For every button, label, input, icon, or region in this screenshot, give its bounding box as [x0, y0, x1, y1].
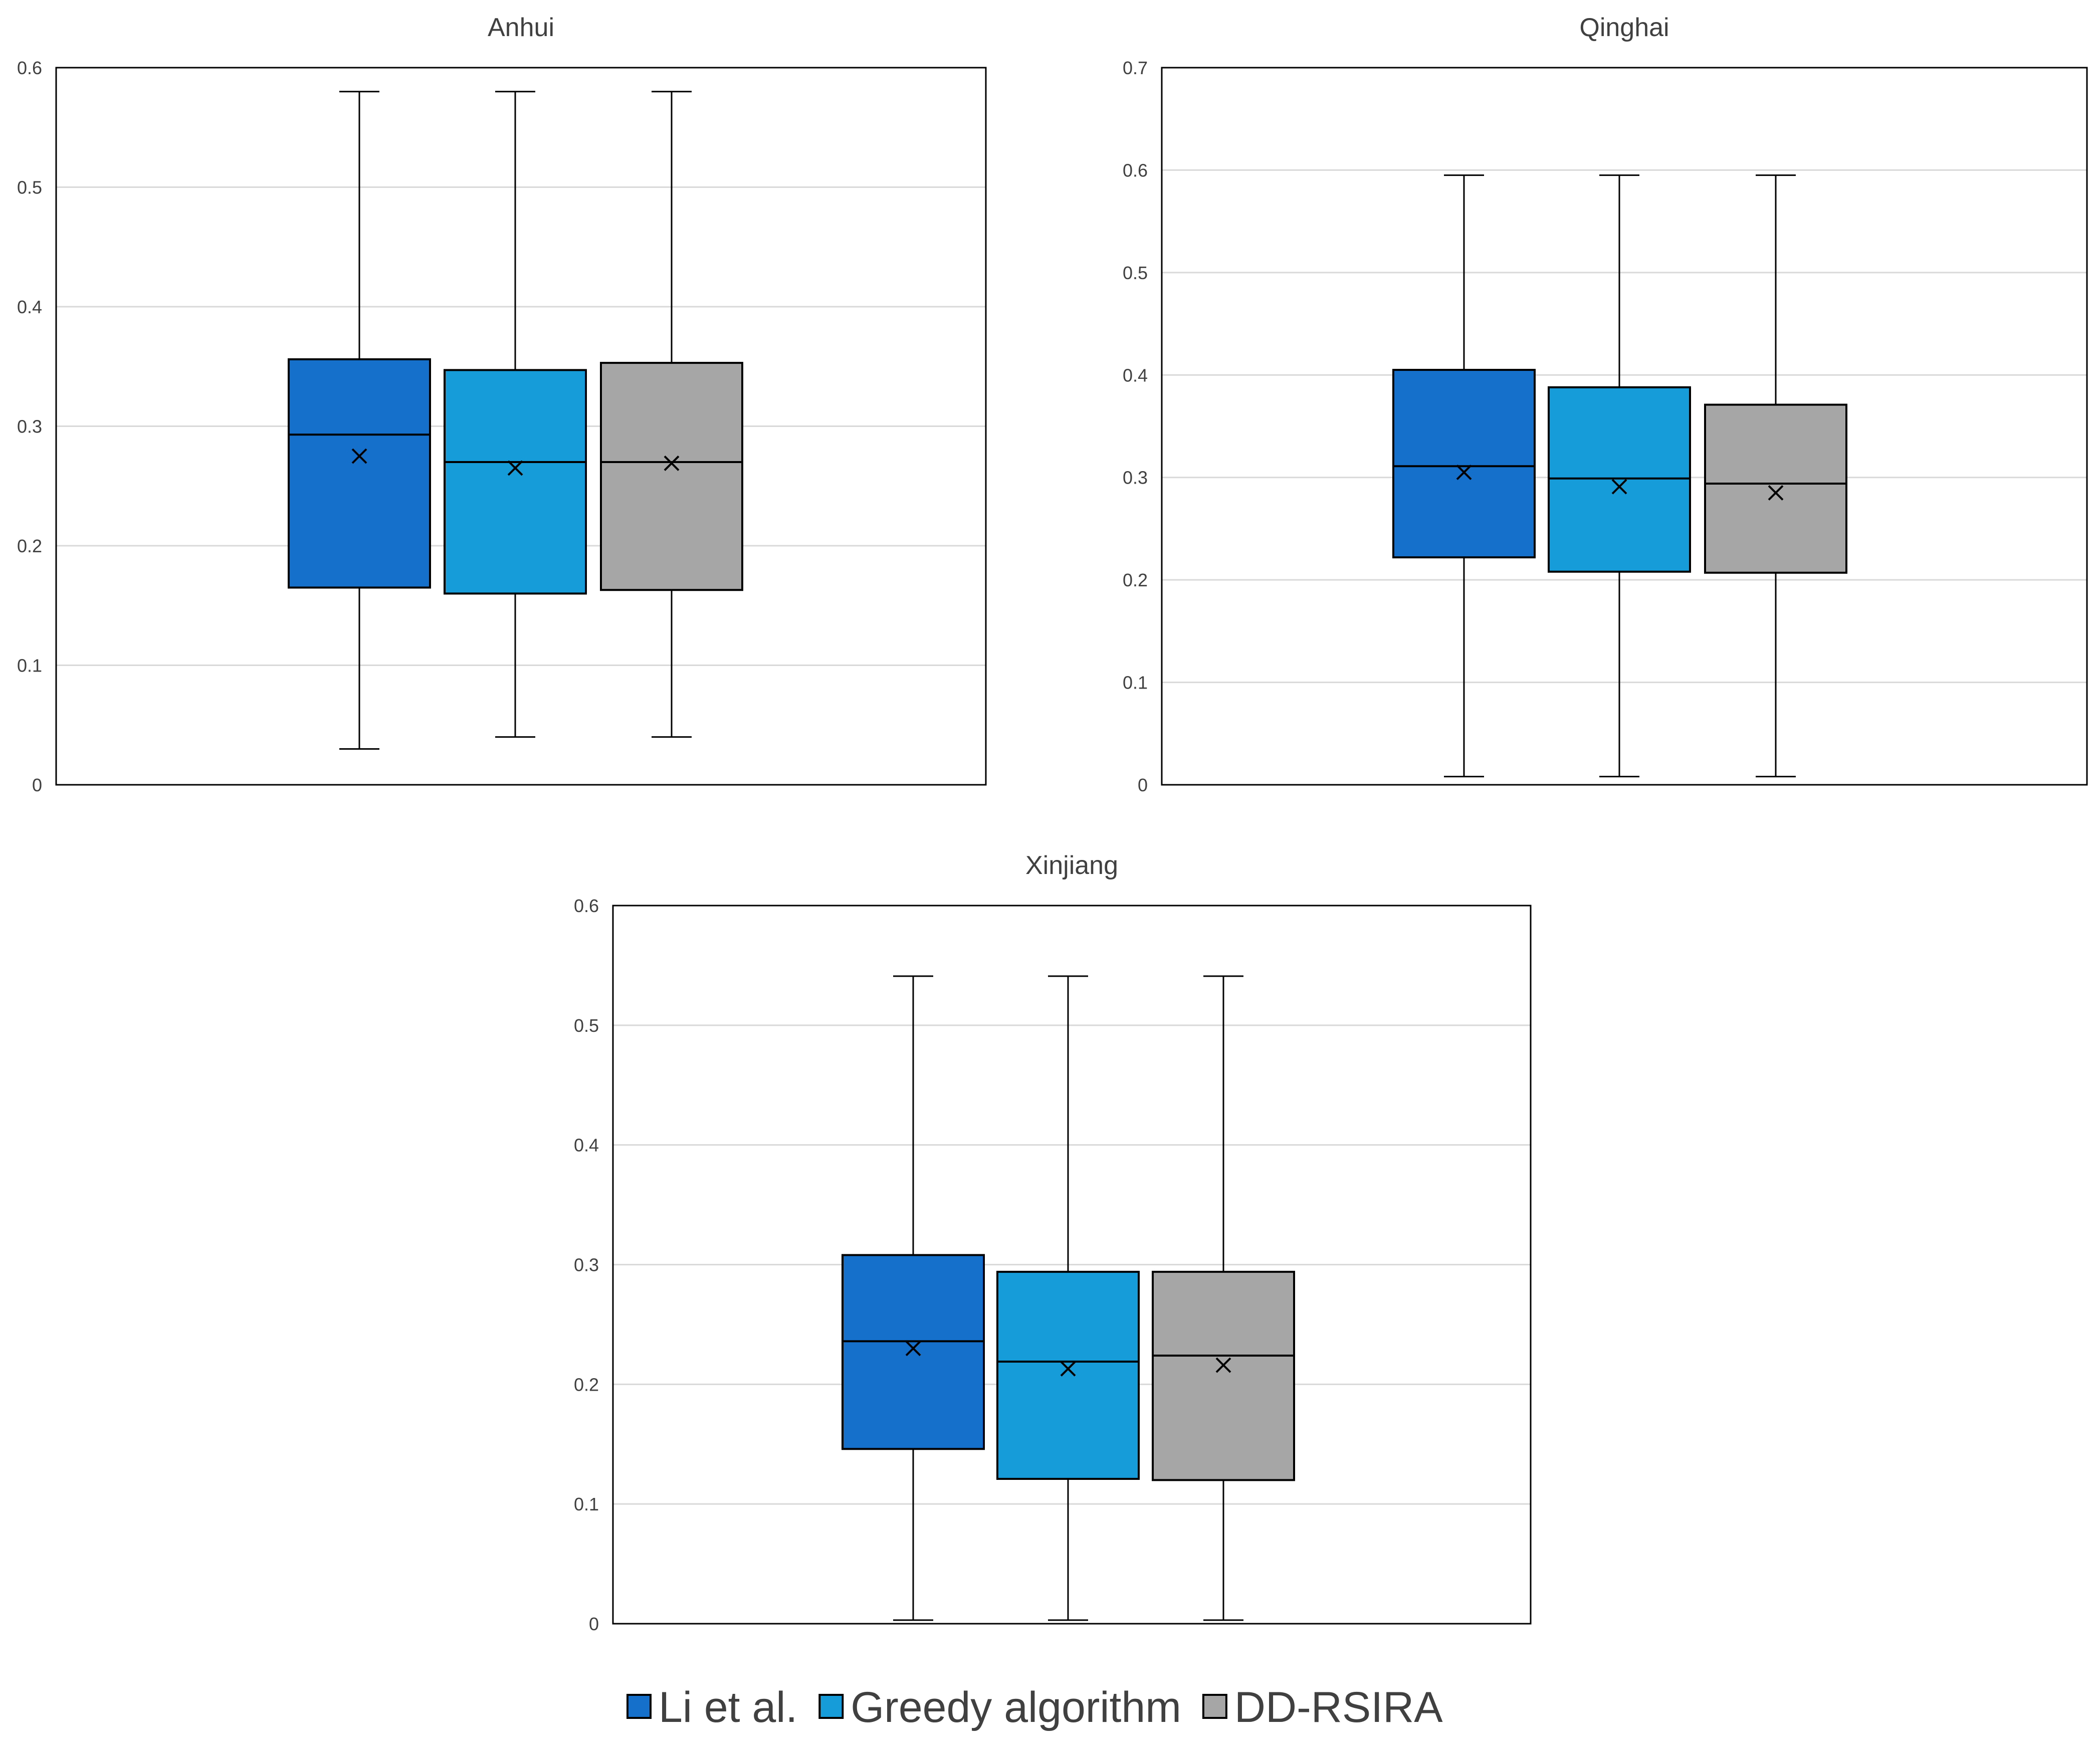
y-tick-label-xinjiang-4: 0.4 [574, 1135, 599, 1156]
y-tick-label-anhui-4: 0.4 [17, 297, 42, 317]
legend-item-greedy-algorithm: Greedy algorithm [818, 1683, 1181, 1731]
y-tick-label-xinjiang-2: 0.2 [574, 1374, 599, 1395]
iqr-box-xinjiang-dd-rsira [1152, 1270, 1295, 1481]
chart-panel-qinghai: Qinghai 0 0.1 0.2 0.3 0.4 0.5 0.6 0.7 [1123, 13, 2088, 795]
y-tick-label-anhui-3: 0.3 [17, 416, 42, 437]
mean-marker-anhui-li-et-al [351, 448, 367, 464]
mean-marker-xinjiang-li-et-al [905, 1341, 921, 1357]
box-anhui-li-et-al [288, 91, 431, 750]
y-tick-label-qinghai-5: 0.5 [1123, 263, 1148, 283]
mean-marker-xinjiang-dd-rsira [1215, 1357, 1231, 1373]
mean-marker-anhui-dd-rsira [664, 456, 680, 471]
legend-swatch-dd-rsira [1202, 1694, 1227, 1719]
chart-title-anhui: Anhui [488, 13, 554, 42]
y-tick-label-qinghai-4: 0.4 [1123, 365, 1148, 385]
plot-area-anhui [55, 67, 987, 786]
legend-label-greedy-algorithm: Greedy algorithm [851, 1683, 1181, 1731]
iqr-box-xinjiang-greedy-algorithm [996, 1270, 1140, 1480]
legend-label-dd-rsira: DD-RSIRA [1234, 1683, 1443, 1731]
y-tick-label-qinghai-1: 0.1 [1123, 673, 1148, 693]
box-xinjiang-greedy-algorithm [996, 975, 1140, 1621]
iqr-box-qinghai-dd-rsira [1704, 403, 1847, 574]
legend-swatch-greedy-algorithm [818, 1694, 844, 1719]
box-qinghai-dd-rsira [1704, 174, 1847, 778]
box-qinghai-greedy-algorithm [1548, 174, 1691, 778]
y-tick-label-xinjiang-3: 0.3 [574, 1255, 599, 1275]
y-tick-label-anhui-0: 0 [32, 775, 42, 795]
y-tick-label-anhui-6: 0.6 [17, 58, 42, 78]
y-tick-label-qinghai-0: 0 [1138, 775, 1148, 795]
y-tick-label-anhui-1: 0.1 [17, 655, 42, 676]
mean-marker-qinghai-dd-rsira [1768, 485, 1784, 501]
plot-area-xinjiang [612, 905, 1532, 1625]
iqr-box-qinghai-greedy-algorithm [1548, 386, 1691, 573]
y-tick-label-qinghai-3: 0.3 [1123, 468, 1148, 488]
mean-marker-anhui-greedy-algorithm [507, 460, 523, 476]
y-tick-label-xinjiang-6: 0.6 [574, 896, 599, 916]
y-tick-label-anhui-5: 0.5 [17, 177, 42, 198]
y-tick-label-xinjiang-5: 0.5 [574, 1015, 599, 1036]
chart-panel-anhui: Anhui 0 0.1 0.2 0.3 0.4 0.5 0.6 [17, 13, 987, 795]
chart-title-xinjiang: Xinjiang [1025, 851, 1118, 880]
box-xinjiang-li-et-al [842, 975, 985, 1621]
legend-swatch-li-et-al [626, 1694, 652, 1719]
iqr-box-qinghai-li-et-al [1392, 369, 1536, 559]
iqr-box-anhui-li-et-al [288, 358, 431, 589]
y-tick-label-anhui-2: 0.2 [17, 536, 42, 556]
legend-label-li-et-al: Li et al. [659, 1683, 797, 1731]
mean-marker-qinghai-li-et-al [1456, 465, 1472, 480]
y-tick-label-qinghai-2: 0.2 [1123, 570, 1148, 590]
chart-title-qinghai: Qinghai [1579, 13, 1669, 42]
chart-panel-xinjiang: Xinjiang 0 0.1 0.2 0.3 0.4 0.5 0.6 [574, 851, 1532, 1634]
box-xinjiang-dd-rsira [1152, 975, 1295, 1621]
iqr-box-anhui-greedy-algorithm [444, 369, 587, 595]
y-tick-label-xinjiang-1: 0.1 [574, 1494, 599, 1514]
box-qinghai-li-et-al [1392, 174, 1536, 778]
y-tick-label-qinghai-6: 0.6 [1123, 160, 1148, 180]
box-anhui-dd-rsira [600, 91, 743, 738]
legend: Li et al. Greedy algorithm DD-RSIRA [626, 1683, 1443, 1731]
mean-marker-xinjiang-greedy-algorithm [1060, 1361, 1076, 1377]
y-tick-label-qinghai-7: 0.7 [1123, 58, 1148, 78]
iqr-box-xinjiang-li-et-al [842, 1254, 985, 1450]
iqr-box-anhui-dd-rsira [600, 362, 743, 591]
mean-marker-qinghai-greedy-algorithm [1611, 479, 1627, 495]
plot-area-qinghai [1161, 67, 2088, 786]
legend-item-dd-rsira: DD-RSIRA [1202, 1683, 1443, 1731]
legend-item-li-et-al: Li et al. [626, 1683, 797, 1731]
y-tick-label-xinjiang-0: 0 [589, 1614, 599, 1634]
box-anhui-greedy-algorithm [444, 91, 587, 738]
